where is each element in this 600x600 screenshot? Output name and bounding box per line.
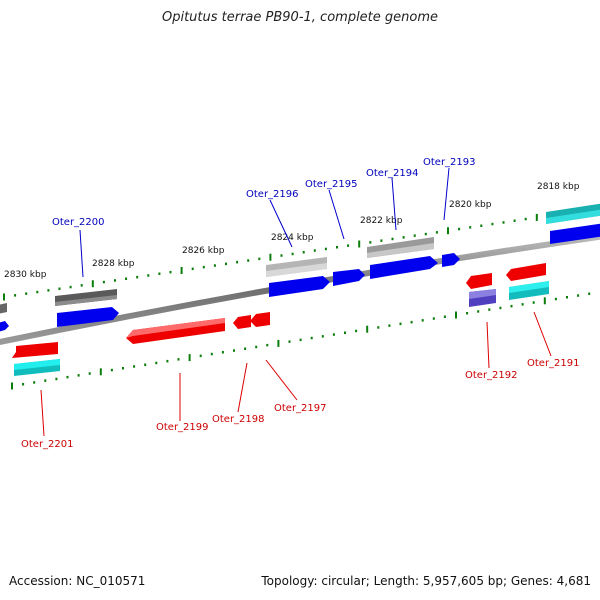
gene-feature[interactable] <box>250 312 270 327</box>
scale-labels: 2830 kbp 2828 kbp 2826 kbp 2824 kbp 2822… <box>4 182 580 280</box>
gene-feature[interactable] <box>12 342 58 358</box>
scale-label: 2818 kbp <box>537 182 580 192</box>
gene-feature[interactable] <box>55 295 117 306</box>
gene-feature[interactable] <box>370 256 438 279</box>
gene-feature[interactable] <box>367 243 434 258</box>
gene-feature[interactable] <box>233 315 251 329</box>
gene-label-oter-2200[interactable]: Oter_2200 <box>52 217 105 228</box>
gene-label-oter-2196[interactable]: Oter_2196 <box>246 189 299 200</box>
gene-feature[interactable] <box>509 281 549 293</box>
outer-tick-row <box>3 207 594 301</box>
genome-title: Opitutus terrae PB90-1, complete genome <box>161 10 439 25</box>
forward-label-leaders <box>79 167 450 278</box>
gene-feature[interactable] <box>550 223 600 244</box>
gene-feature[interactable] <box>126 318 225 338</box>
gene-feature[interactable] <box>266 263 327 277</box>
gene-feature[interactable] <box>0 321 9 332</box>
gene-feature[interactable] <box>269 276 330 297</box>
accession-text: Accession: NC_010571 <box>9 574 146 588</box>
gene-label-oter-2193[interactable]: Oter_2193 <box>423 157 476 168</box>
scale-label: 2820 kbp <box>449 200 492 210</box>
gene-feature[interactable] <box>546 209 600 224</box>
gene-label-oter-2198[interactable]: Oter_2198 <box>212 414 265 425</box>
gene-label-oter-2192[interactable]: Oter_2192 <box>465 370 518 381</box>
gene-feature[interactable] <box>469 289 496 299</box>
gene-label-oter-2201[interactable]: Oter_2201 <box>21 439 74 450</box>
gene-feature[interactable] <box>0 303 7 314</box>
scale-label: 2824 kbp <box>271 233 314 243</box>
inner-tick-row <box>11 292 591 390</box>
scale-label: 2826 kbp <box>182 246 225 256</box>
gene-label-oter-2191[interactable]: Oter_2191 <box>527 358 580 369</box>
reverse-label-leaders <box>40 311 552 437</box>
gene-feature[interactable] <box>333 269 365 286</box>
genome-stats-text: Topology: circular; Length: 5,957,605 bp… <box>261 574 591 588</box>
gene-label-oter-2195[interactable]: Oter_2195 <box>305 179 358 190</box>
gene-label-oter-2194[interactable]: Oter_2194 <box>366 168 419 179</box>
scale-label: 2828 kbp <box>92 259 135 269</box>
gene-feature[interactable] <box>506 263 546 281</box>
gene-feature[interactable] <box>57 307 119 327</box>
reverse-strand-genes <box>12 263 549 376</box>
gene-feature[interactable] <box>466 273 492 289</box>
scale-label: 2822 kbp <box>360 216 403 226</box>
forward-strand-genes <box>0 203 600 332</box>
gene-feature[interactable] <box>14 359 60 370</box>
gene-label-oter-2199[interactable]: Oter_2199 <box>156 422 209 433</box>
gene-feature[interactable] <box>442 253 460 267</box>
scale-label: 2830 kbp <box>4 270 47 280</box>
gene-label-oter-2197[interactable]: Oter_2197 <box>274 403 327 414</box>
